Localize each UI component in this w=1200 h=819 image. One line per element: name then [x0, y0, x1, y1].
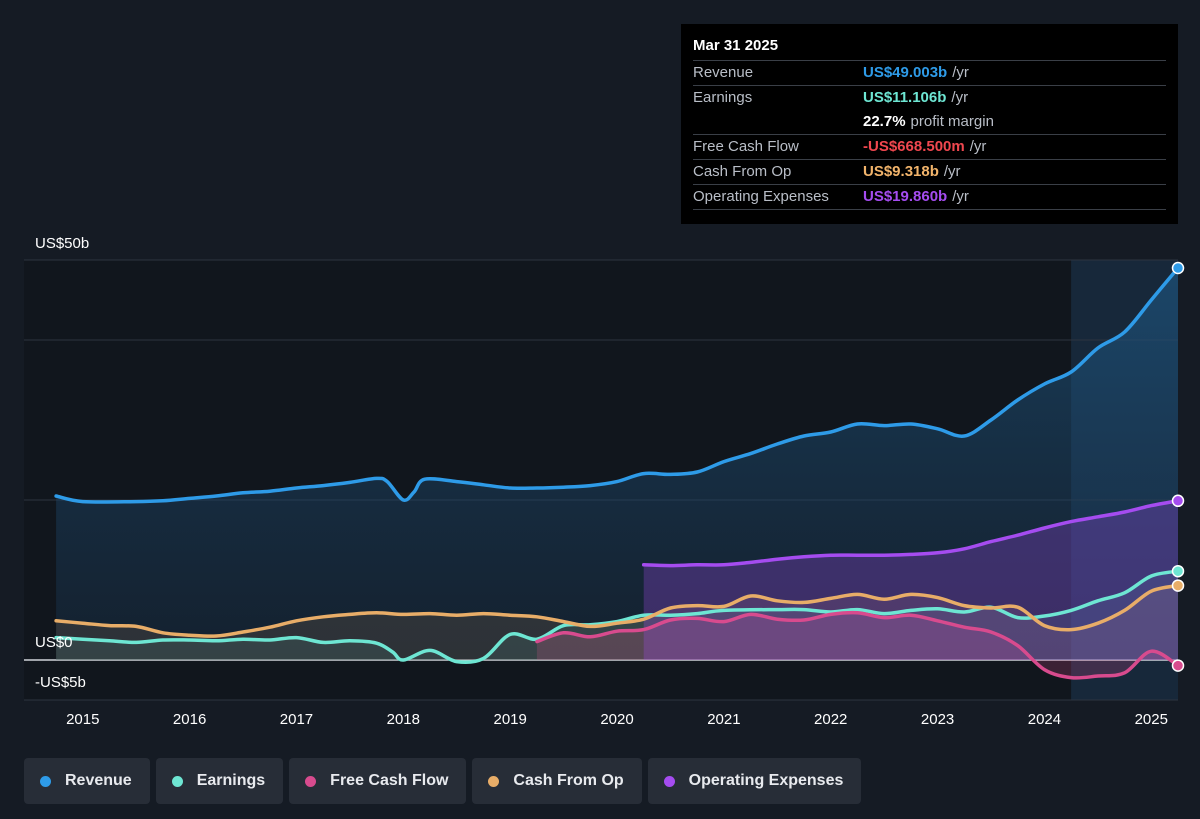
tooltip-row-value: US$19.860b: [863, 188, 948, 205]
x-tick-label: 2021: [707, 711, 740, 728]
tooltip-row-value: US$9.318b: [863, 163, 939, 180]
tooltip-row-label: Cash From Op: [693, 163, 792, 180]
tooltip-row: Cash From Op US$9.318b/yr: [693, 159, 1166, 184]
legend-item-revenue[interactable]: Revenue: [24, 758, 150, 804]
legend-dot-icon: [663, 775, 675, 787]
tooltip-row-unit: /yr: [951, 89, 969, 106]
y-axis-top-label: US$50b: [35, 235, 89, 252]
legend-label: Cash From Op: [513, 772, 624, 789]
legend-label: Earnings: [196, 772, 266, 789]
x-tick-label: 2016: [173, 711, 206, 728]
tooltip-row-label: Earnings: [693, 89, 753, 106]
tooltip-row-unit: /yr: [952, 188, 969, 205]
operating-expenses-end-point: [1171, 494, 1185, 508]
tooltip-row-unit: profit margin: [910, 113, 994, 130]
revenue-end-point: [1171, 261, 1185, 275]
x-tick-label: 2018: [387, 711, 420, 728]
tooltip-row-unit: /yr: [969, 138, 987, 155]
free-cash-flow-area: [536, 612, 1178, 678]
legend-item-operating-expenses[interactable]: Operating Expenses: [647, 758, 862, 804]
y-axis-zero-label: US$0: [35, 634, 73, 651]
cash-from-op-line: [54, 583, 1180, 638]
y-axis-bottom-label: -US$5b: [35, 674, 86, 691]
tooltip-date: Mar 31 2025: [693, 37, 779, 54]
x-tick-label: 2019: [493, 711, 526, 728]
tooltip-row-value: US$11.106b: [863, 89, 947, 106]
data-tooltip: Mar 31 2025 Revenue US$49.003b/yr Earnings…: [681, 24, 1178, 224]
x-tick-label: 2022: [814, 711, 847, 728]
x-tick-label: 2025: [1135, 711, 1168, 728]
tooltip-row-value: -US$668.500m: [863, 138, 965, 155]
revenue-line: [54, 266, 1180, 504]
tooltip-row: Revenue US$49.003b/yr: [693, 60, 1166, 85]
tooltip-row-unit: /yr: [952, 64, 969, 81]
earnings-end-point: [1171, 564, 1185, 578]
x-tick-label: 2024: [1028, 711, 1061, 728]
revenue-area: [56, 268, 1179, 660]
x-tick-label: 2015: [66, 711, 99, 728]
tooltip-row-unit: /yr: [943, 163, 961, 180]
tooltip-row-value: US$49.003b: [863, 64, 948, 81]
x-tick-label: 2017: [280, 711, 313, 728]
free-cash-flow-line: [535, 610, 1180, 680]
legend-label: Operating Expenses: [688, 772, 844, 789]
tooltip-row: Operating Expenses US$19.860b/yr: [693, 184, 1166, 210]
earnings-area: [56, 571, 1179, 663]
tooltip-row-label: Free Cash Flow: [693, 138, 799, 155]
tooltip-row: Free Cash Flow -US$668.500m/yr: [693, 134, 1166, 159]
legend-dot-icon: [488, 775, 500, 787]
legend: Revenue Earnings Free Cash Flow Cash From O…: [24, 758, 862, 804]
tooltip-row-label: Operating Expenses: [693, 188, 829, 205]
x-tick-label: 2023: [921, 711, 954, 728]
legend-label: Free Cash Flow: [330, 772, 449, 789]
operating-expenses-line: [641, 499, 1180, 568]
legend-dot-icon: [171, 775, 183, 787]
legend-item-cash-from-op[interactable]: Cash From Op: [472, 758, 642, 804]
tooltip-row: Earnings US$11.106b/yr: [693, 85, 1166, 110]
legend-dot-icon: [305, 775, 317, 787]
x-tick-label: 2020: [600, 711, 633, 728]
cash-from-op-end-point: [1171, 579, 1185, 592]
legend-item-earnings[interactable]: Earnings: [155, 758, 284, 804]
tooltip-rows: Revenue US$49.003b/yr Earnings US$11.106b/y…: [693, 60, 1166, 210]
legend-label: Revenue: [65, 772, 132, 789]
free-cash-flow-end-point: [1171, 659, 1185, 672]
tooltip-row-value: 22.7%: [863, 113, 906, 130]
tooltip-row-label: Revenue: [693, 64, 754, 81]
tooltip-row: 22.7% profit margin: [693, 110, 1166, 134]
legend-item-free-cash-flow[interactable]: Free Cash Flow: [289, 758, 467, 804]
legend-dot-icon: [40, 775, 51, 787]
